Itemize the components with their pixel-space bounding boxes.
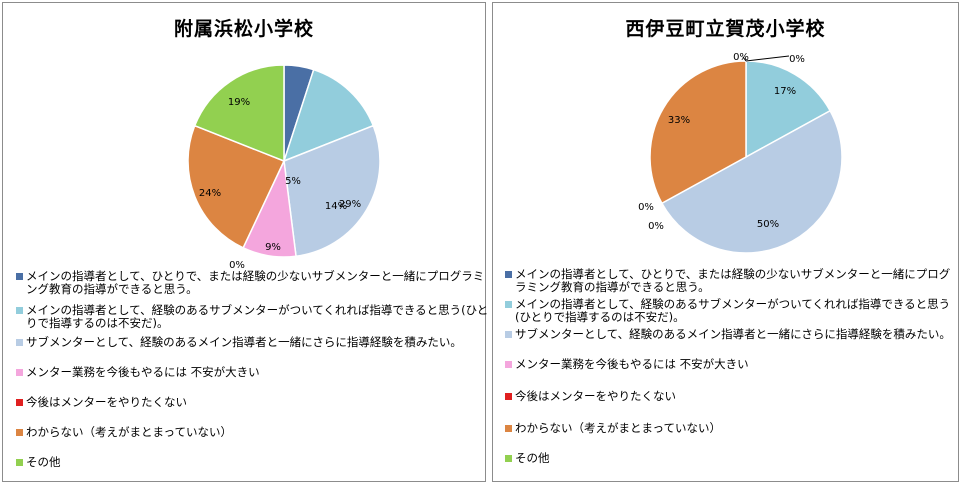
legend-label: 今後はメンターをやりたくない (26, 395, 187, 409)
pie-slice-sub (745, 60, 832, 159)
legend-swatch (505, 331, 512, 338)
data-label-nomore: 0% (229, 260, 245, 271)
legend-item-unknown: わからない（考えがまとまっていない） (505, 422, 721, 435)
pie-chart-hamamatsu: 5% 14%29% 9% 0% 24% 19% (187, 64, 381, 271)
pie-slice-unknown (649, 60, 747, 205)
legend-label: メインの指導者として、経験のあるサブメンターがついてくれれば指導できると思う(ひ… (515, 297, 951, 324)
legend-item-gain: サブメンターとして、経験のあるメイン指導者と一緒にさらに指導経験を積みたい。 (505, 328, 955, 341)
data-label-unknown: 24% (199, 188, 221, 199)
pie-slice-unknown (187, 124, 286, 249)
legend-label: 今後はメンターをやりたくない (515, 389, 676, 403)
legend-label: メンター業務を今後もやるには 不安が大きい (515, 357, 749, 371)
pie-slice-other (193, 64, 285, 163)
legend-item-other: その他 (505, 452, 550, 465)
legend-swatch (505, 425, 512, 432)
leader-line (742, 56, 747, 62)
legend-swatch (505, 301, 512, 308)
legend-swatch (505, 455, 512, 462)
legend-swatch (16, 369, 23, 376)
legend-swatch (16, 399, 23, 406)
data-label-main: 0% (733, 52, 749, 63)
pie-slice-gain (660, 109, 843, 254)
legend-item-sub: メインの指導者として、経験のあるサブメンターがついてくれれば指導できると思う(ひ… (16, 304, 496, 330)
chart-legend: メインの指導者として、ひとりで、または経験の少ないサブメンターと一緒にプログラミ… (505, 268, 955, 468)
legend-label: わからない（考えがまとまっていない） (26, 425, 232, 439)
chart-legend: メインの指導者として、ひとりで、または経験の少ないサブメンターと一緒にプログラミ… (16, 270, 488, 470)
legend-item-nomore: 今後はメンターをやりたくない (16, 396, 187, 409)
legend-swatch (505, 271, 512, 278)
legend-label: メンター業務を今後もやるには 不安が大きい (26, 365, 260, 379)
legend-swatch (505, 393, 512, 400)
legend-label: サブメンターとして、経験のあるメイン指導者と一緒にさらに指導経験を積みたい。 (26, 335, 462, 349)
data-label-other: 0% (789, 54, 805, 65)
chart-title: 西伊豆町立賀茂小学校 (625, 18, 826, 40)
chart-title: 附属浜松小学校 (173, 18, 314, 40)
legend-item-anxious: メンター業務を今後もやるには 不安が大きい (16, 366, 260, 379)
chart-panel-kamo: 西伊豆町立賀茂小学校 0% 17% 50% 0% 0% 33% 0% メインの指導者として、… (492, 2, 959, 482)
legend-swatch (16, 273, 23, 280)
legend-swatch (16, 459, 23, 466)
leader-line (745, 55, 790, 62)
chart-panel-hamamatsu: 附属浜松小学校 5% 14% 29% 9% 0% 24% 19% メインの指導者として、ひと… (2, 2, 488, 482)
legend-label: メインの指導者として、ひとりで、または経験の少ないサブメンターと一緒にプログラミ… (26, 269, 485, 296)
data-label-sub: 14% (325, 201, 347, 212)
legend-swatch (16, 307, 23, 314)
legend-item-main: メインの指導者として、ひとりで、または経験の少ないサブメンターと一緒にプログラミ… (505, 268, 955, 294)
data-label-gain: 50% (757, 219, 779, 230)
legend-item-other: その他 (16, 456, 61, 469)
data-label-unknown: 33% (668, 115, 690, 126)
legend-item-anxious: メンター業務を今後もやるには 不安が大きい (505, 358, 749, 371)
legend-label: メインの指導者として、経験のあるサブメンターがついてくれれば指導できると思う(ひ… (26, 303, 489, 330)
legend-item-unknown: わからない（考えがまとまっていない） (16, 426, 232, 439)
data-label-other: 19% (228, 97, 250, 108)
legend-item-nomore: 今後はメンターをやりたくない (505, 390, 676, 403)
pie-slice-sub (282, 68, 375, 163)
legend-label: その他 (515, 451, 550, 465)
data-label-sub: 17% (774, 86, 796, 97)
legend-label: メインの指導者として、ひとりで、または経験の少ないサブメンターと一緒にプログラミ… (515, 267, 951, 294)
legend-swatch (16, 429, 23, 436)
legend-swatch (505, 361, 512, 368)
legend-label: サブメンターとして、経験のあるメイン指導者と一緒にさらに指導経験を積みたい。 (515, 327, 951, 341)
pie-chart-kamo: 0% 17% 50% 0% 0% 33% 0% (638, 52, 843, 254)
legend-label: その他 (26, 455, 61, 469)
legend-item-main: メインの指導者として、ひとりで、または経験の少ないサブメンターと一緒にプログラミ… (16, 270, 494, 296)
legend-swatch (16, 339, 23, 346)
data-label-gain: 29% (339, 199, 361, 210)
legend-item-gain: サブメンターとして、経験のあるメイン指導者と一緒にさらに指導経験を積みたい。 (16, 336, 496, 349)
data-label-nomore: 0% (638, 202, 654, 213)
data-label-anxious: 0% (648, 221, 664, 232)
data-label-main: 5% (285, 176, 301, 187)
legend-item-sub: メインの指導者として、経験のあるサブメンターがついてくれれば指導できると思う(ひ… (505, 298, 955, 324)
data-label-anxious: 9% (265, 242, 281, 253)
legend-label: わからない（考えがまとまっていない） (515, 421, 721, 435)
pie-slice-gain (283, 124, 381, 258)
